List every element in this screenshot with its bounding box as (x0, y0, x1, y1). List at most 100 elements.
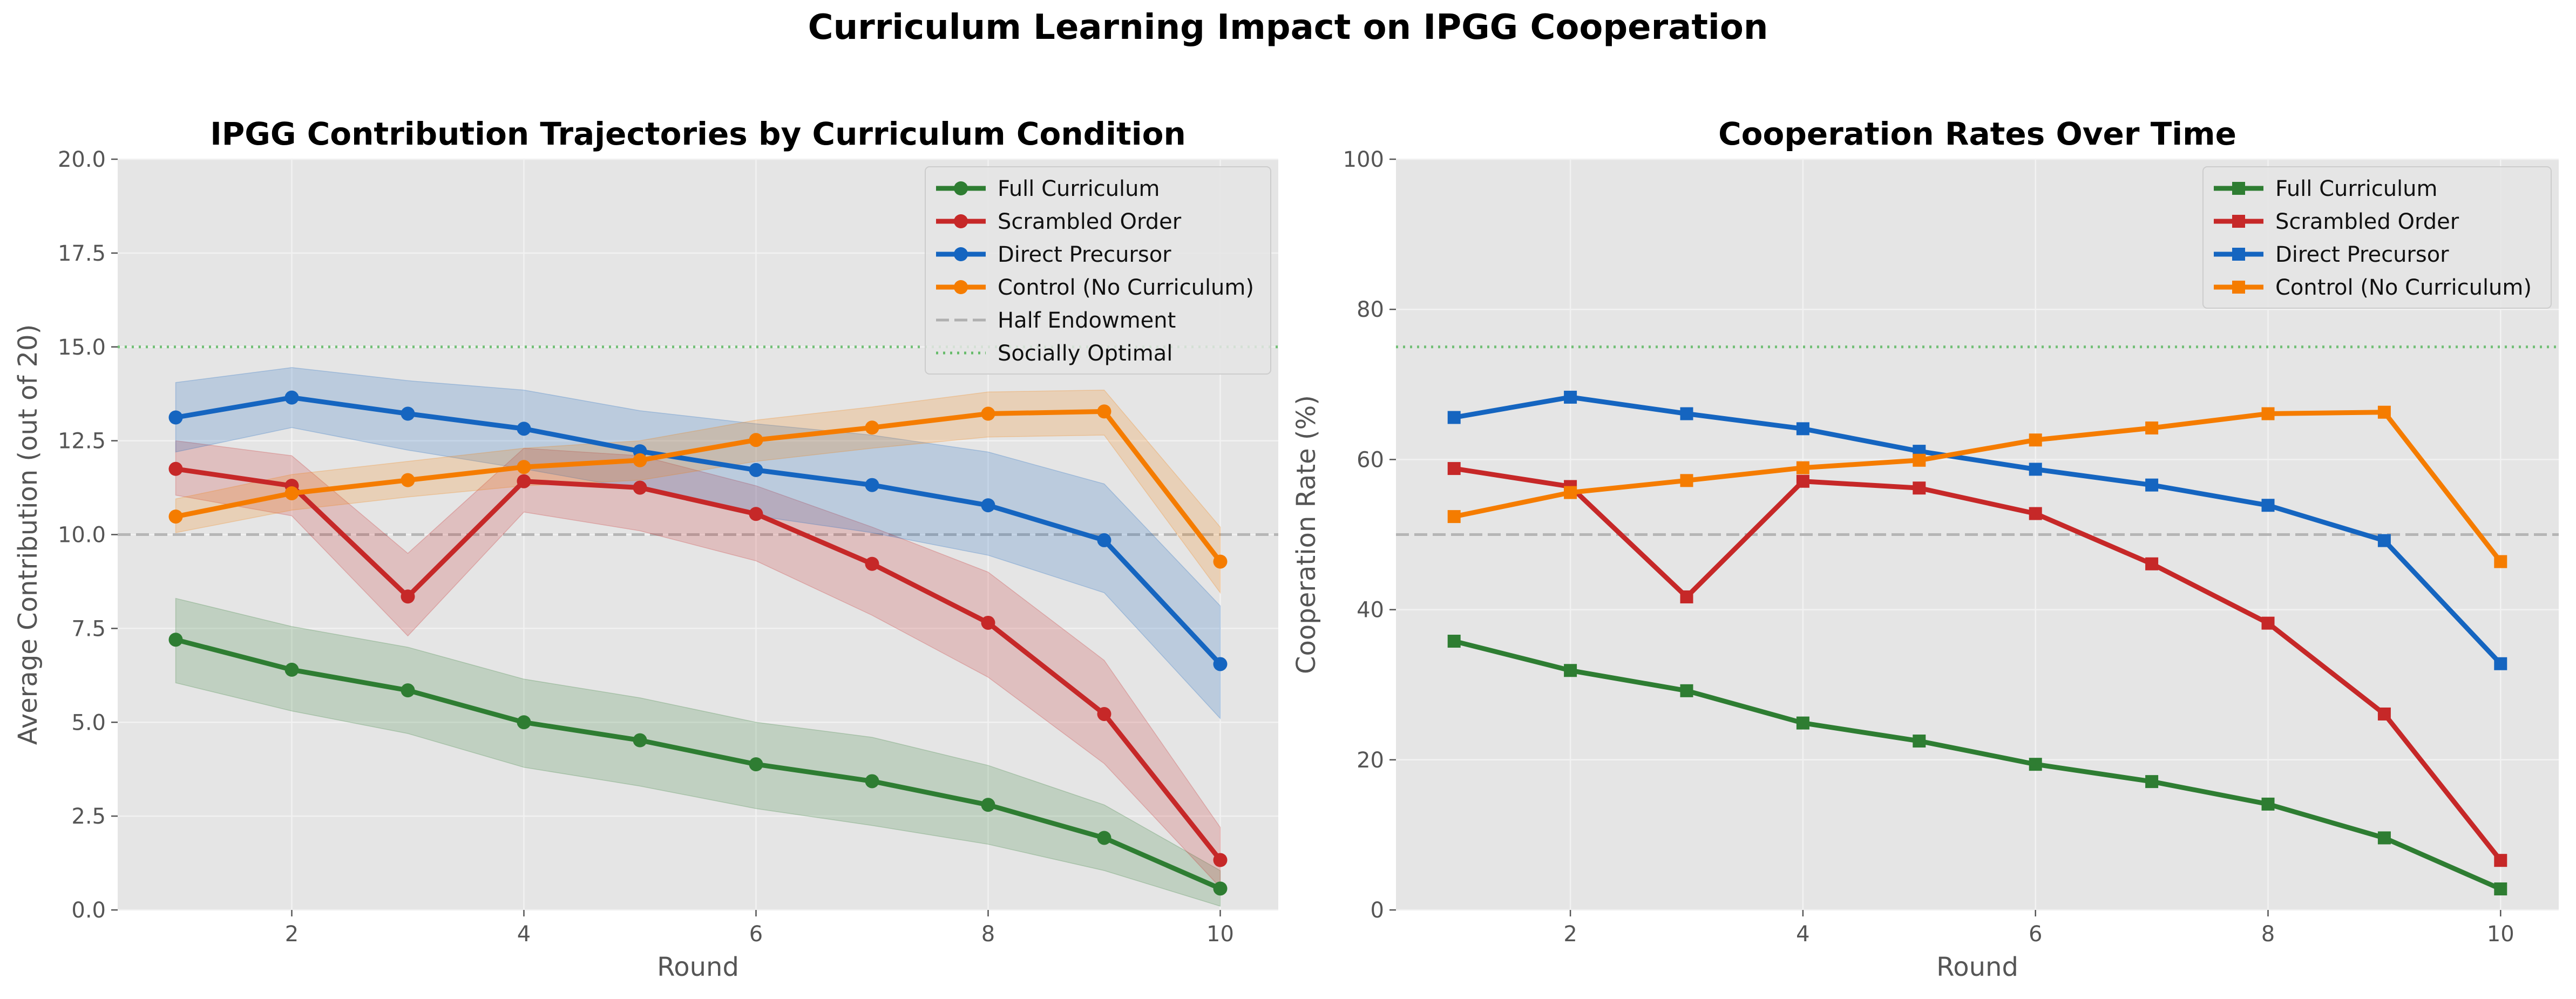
y-tick-label: 15.0 (58, 335, 106, 360)
data-point-scrambled (2261, 616, 2275, 630)
data-point-control (1564, 486, 1577, 499)
data-point-direct (168, 410, 183, 425)
x-axis-label: Round (657, 952, 739, 982)
x-tick-label: 8 (981, 922, 995, 947)
legend-label-optimal: Socially Optimal (998, 341, 1172, 366)
data-point-scrambled (2494, 854, 2507, 867)
x-tick-label: 6 (749, 922, 763, 947)
cooperation-rate-chart: 0 20 40 60 80 100 2 4 6 8 10 Round Cooperation Rate … (1291, 115, 2559, 982)
data-point-control (2494, 555, 2507, 568)
data-point-full (2377, 831, 2391, 845)
legend-label-full: Full Curriculum (2275, 176, 2437, 201)
y-tick-label: 20.0 (58, 147, 106, 172)
legend-box (2202, 166, 2552, 309)
data-point-control (1913, 453, 1926, 467)
y-tick-label: 2.5 (71, 804, 106, 829)
data-point-scrambled (633, 480, 647, 495)
data-point-direct (2145, 478, 2159, 492)
x-axis-label: Round (1936, 952, 2018, 982)
x-tick-label: 6 (2029, 922, 2042, 947)
legend-label-direct: Direct Precursor (998, 242, 1171, 267)
data-point-direct (284, 390, 299, 405)
data-point-direct (865, 478, 879, 492)
data-point-scrambled (1447, 462, 1461, 475)
data-point-scrambled (2377, 707, 2391, 721)
data-point-direct (1097, 533, 1111, 547)
figure-title: Curriculum Learning Impact on IPGG Coope… (808, 8, 1768, 47)
data-point-full (633, 733, 647, 747)
series-line-direct (175, 395, 1222, 666)
data-point-full (2494, 882, 2507, 896)
x-tick-label: 10 (1206, 922, 1234, 947)
data-point-direct (1447, 411, 1461, 424)
data-point-scrambled (981, 615, 995, 630)
data-point-control (168, 509, 183, 524)
x-tick-label: 10 (2487, 922, 2514, 947)
data-point-direct (2377, 534, 2391, 547)
legend-marker-scrambled (954, 214, 968, 228)
data-point-full (1680, 684, 1693, 697)
x-tick-label: 2 (1563, 922, 1577, 947)
data-point-control (633, 453, 647, 467)
legend-label-half: Half Endowment (998, 308, 1176, 333)
legend-marker-control (954, 280, 968, 294)
data-point-control (1097, 404, 1111, 419)
data-point-scrambled (517, 474, 531, 488)
data-point-control (2145, 421, 2159, 434)
data-point-full (517, 715, 531, 730)
data-point-direct (749, 463, 763, 477)
data-point-scrambled (1913, 481, 1926, 495)
data-point-control (2377, 405, 2391, 419)
data-point-direct (1680, 407, 1693, 420)
y-tick-label: 80 (1357, 297, 1384, 322)
data-point-full (2145, 775, 2159, 789)
data-point-direct (1564, 390, 1577, 404)
data-point-full (2261, 797, 2275, 811)
y-tick-label: 60 (1357, 447, 1384, 472)
data-point-scrambled (865, 556, 879, 571)
series-line-full (175, 637, 1222, 891)
legend-label-control: Control (No Curriculum) (2275, 275, 2532, 300)
data-point-scrambled (1680, 590, 1693, 603)
series-line-scrambled (175, 466, 1223, 862)
legend-marker-direct (954, 247, 968, 261)
data-point-full (865, 774, 879, 789)
x-tick-label: 4 (517, 922, 531, 947)
data-point-direct (2029, 463, 2042, 476)
chart-title: IPGG Contribution Trajectories by Curric… (210, 115, 1186, 152)
series-line-control (175, 409, 1223, 563)
x-tick-label: 8 (2261, 922, 2275, 947)
data-point-scrambled (168, 461, 183, 476)
y-tick-label: 0 (1371, 898, 1384, 923)
data-point-control (517, 460, 531, 474)
legend-marker-scrambled (2232, 215, 2245, 228)
x-tick-label: 2 (285, 922, 299, 947)
data-point-direct (1796, 422, 1809, 436)
confidence-band-control (175, 389, 1221, 594)
legend-marker-control (2232, 281, 2245, 294)
data-point-control (1213, 554, 1228, 569)
data-point-full (284, 662, 299, 677)
y-axis-label: Cooperation Rate (%) (1291, 395, 1321, 674)
y-tick-label: 100 (1343, 147, 1384, 172)
legend-label-direct: Direct Precursor (2275, 242, 2449, 267)
x-tick-label: 4 (1796, 922, 1809, 947)
y-axis-label: Average Contribution (out of 20) (13, 324, 43, 745)
y-tick-label: 20 (1357, 748, 1384, 773)
data-point-control (865, 420, 879, 435)
legend-label-full: Full Curriculum (998, 176, 1160, 201)
data-point-full (981, 798, 995, 812)
data-point-control (981, 406, 995, 421)
data-point-direct (1213, 657, 1228, 671)
data-point-full (2029, 758, 2042, 771)
data-point-control (1680, 474, 1693, 487)
series-line-direct (1453, 395, 2503, 665)
series-line-scrambled (1454, 466, 2503, 862)
legend-box (925, 166, 1271, 375)
data-point-full (749, 757, 763, 772)
legend-label-control: Control (No Curriculum) (998, 275, 1254, 300)
data-point-full (1097, 831, 1111, 845)
legend-marker-full (2232, 182, 2245, 195)
series-line-control (1453, 410, 2503, 563)
contribution-chart: 0.0 2.5 5.0 7.5 10.0 12.5 15.0 17.5 20.0 2 4 6 8 10 Ro… (13, 115, 1278, 982)
